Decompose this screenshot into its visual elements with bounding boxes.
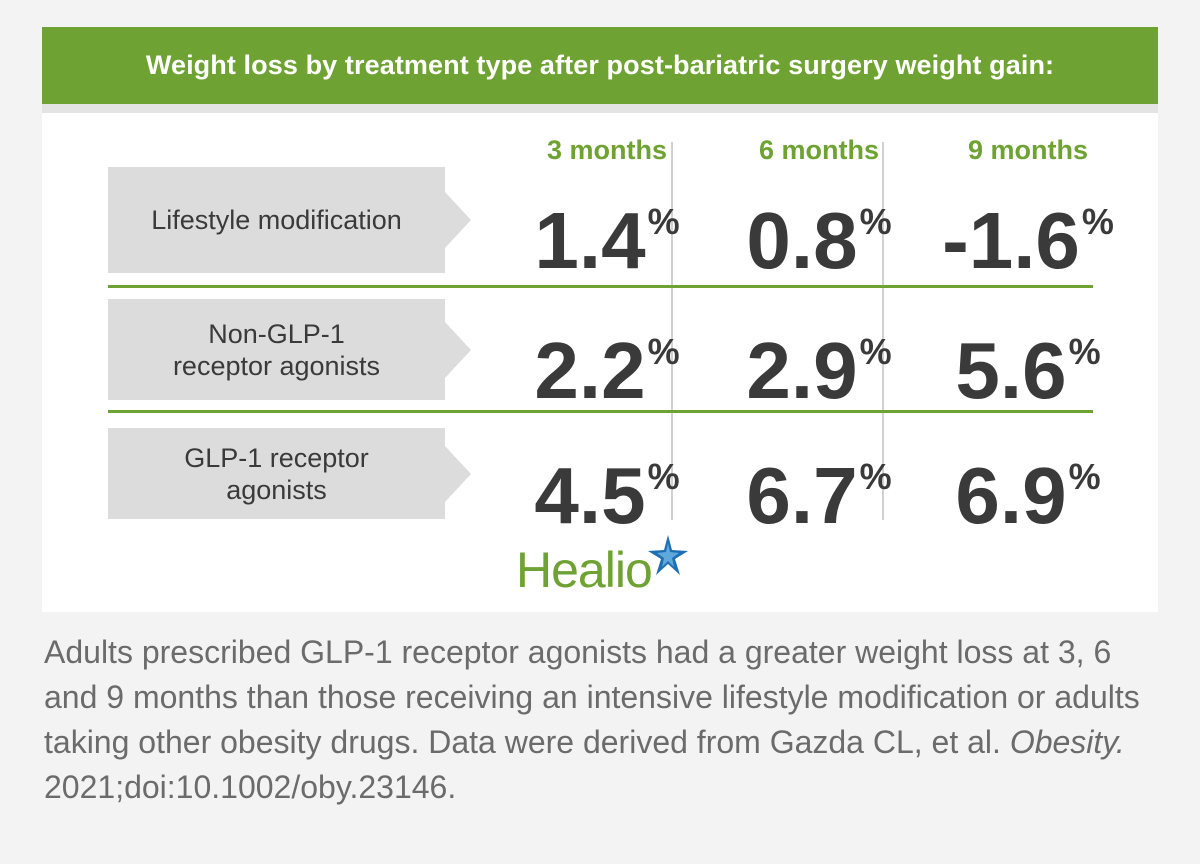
value-number: 5.6 bbox=[955, 326, 1067, 415]
value-lifestyle-9-months: -1.6% bbox=[928, 182, 1128, 281]
title-shadow bbox=[42, 104, 1158, 113]
row-label-text: GLP-1 receptor agonists bbox=[184, 442, 369, 506]
row-label-text: Non-GLP-1 receptor agonists bbox=[173, 318, 380, 382]
value-number: 1.4 bbox=[534, 196, 646, 285]
percent-sign: % bbox=[1068, 456, 1101, 497]
column-header-6-months: 6 months bbox=[758, 135, 879, 165]
row-label-non-glp1: Non-GLP-1 receptor agonists bbox=[108, 299, 471, 400]
column-divider bbox=[882, 142, 884, 520]
row-label-line: GLP-1 receptor bbox=[184, 442, 369, 473]
value-number: 6.7 bbox=[746, 451, 858, 540]
percent-sign: % bbox=[647, 201, 680, 242]
percent-sign: % bbox=[1081, 201, 1114, 242]
logo-text: Healio bbox=[516, 542, 653, 598]
value-number: -1.6 bbox=[942, 196, 1080, 285]
percent-sign: % bbox=[647, 456, 680, 497]
row-label-glp1: GLP-1 receptor agonists bbox=[108, 428, 471, 519]
row-label-line: Non-GLP-1 bbox=[208, 318, 345, 349]
value-non-glp1-6-months: 2.9% bbox=[719, 312, 919, 411]
star-icon bbox=[647, 535, 688, 575]
row-label-text: Lifestyle modification bbox=[151, 205, 402, 235]
value-glp1-6-months: 6.7% bbox=[719, 437, 919, 536]
column-header-3-months: 3 months bbox=[546, 135, 667, 165]
value-number: 2.9 bbox=[746, 326, 858, 415]
value-lifestyle-6-months: 0.8% bbox=[719, 182, 919, 281]
value-non-glp1-3-months: 2.2% bbox=[507, 312, 707, 411]
figure-caption: Adults prescribed GLP-1 receptor agonist… bbox=[44, 630, 1164, 810]
chart-title: Weight loss by treatment type after post… bbox=[42, 27, 1158, 104]
healio-logo: Healio bbox=[516, 529, 690, 595]
percent-sign: % bbox=[647, 331, 680, 372]
value-number: 6.9 bbox=[955, 451, 1067, 540]
column-header-9-months: 9 months bbox=[967, 135, 1088, 165]
row-divider bbox=[108, 285, 1093, 288]
value-number: 4.5 bbox=[534, 451, 646, 540]
row-label-lifestyle-modification: Lifestyle modification bbox=[108, 167, 471, 273]
percent-sign: % bbox=[859, 456, 892, 497]
caption-text: Adults prescribed GLP-1 receptor agonist… bbox=[44, 634, 1140, 760]
value-number: 0.8 bbox=[746, 196, 858, 285]
infographic-card: Weight loss by treatment type after post… bbox=[42, 27, 1158, 612]
caption-journal: Obesity. bbox=[1009, 724, 1125, 760]
value-non-glp1-9-months: 5.6% bbox=[928, 312, 1128, 411]
percent-sign: % bbox=[1068, 331, 1101, 372]
caption-citation: 2021;doi:10.1002/oby.23146. bbox=[44, 769, 457, 805]
row-label-line: agonists bbox=[226, 474, 327, 505]
row-divider bbox=[108, 410, 1093, 413]
percent-sign: % bbox=[859, 201, 892, 242]
value-glp1-3-months: 4.5% bbox=[507, 437, 707, 536]
value-glp1-9-months: 6.9% bbox=[928, 437, 1128, 536]
row-label-line: receptor agonists bbox=[172, 350, 381, 381]
percent-sign: % bbox=[859, 331, 892, 372]
value-number: 2.2 bbox=[534, 326, 646, 415]
value-lifestyle-3-months: 1.4% bbox=[507, 182, 707, 281]
column-divider bbox=[671, 142, 673, 520]
